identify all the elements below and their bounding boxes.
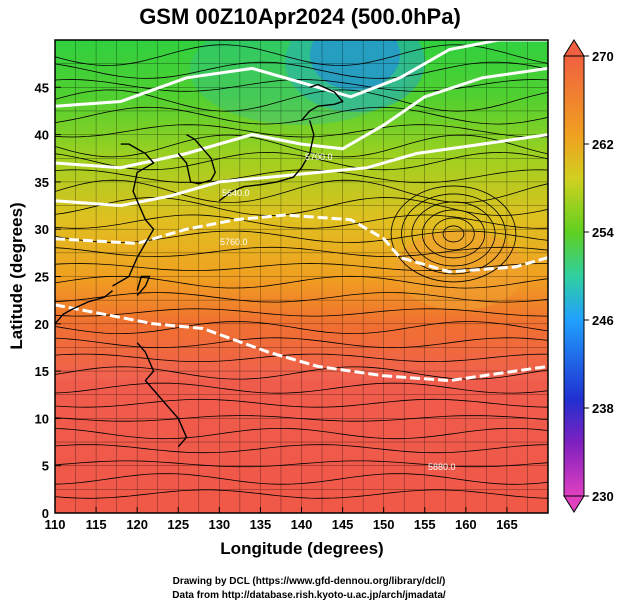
plot-area xyxy=(55,40,548,513)
colorbar-top-arrow xyxy=(563,39,585,57)
streamline-vortex xyxy=(432,217,475,251)
x-tick-label: 155 xyxy=(414,517,436,532)
x-tick-label: 165 xyxy=(496,517,518,532)
coastline-segment xyxy=(55,290,113,325)
y-tick-label: 30 xyxy=(35,222,49,237)
x-tick-label: 125 xyxy=(167,517,189,532)
y-tick-label: 15 xyxy=(35,364,49,379)
colorbar-tick-label: 254 xyxy=(592,225,614,240)
x-tick-label: 130 xyxy=(208,517,230,532)
x-tick-label: 135 xyxy=(250,517,272,532)
coastline-segment xyxy=(136,342,188,448)
streamline-vortex xyxy=(390,185,517,283)
coastline xyxy=(55,83,344,448)
colorbar-tick-label: 262 xyxy=(592,137,614,152)
cold-pool xyxy=(310,40,400,90)
streamline-vortex xyxy=(421,209,486,259)
y-axis-label: Latitude (degrees) xyxy=(7,202,26,349)
chart-title: GSM 00Z10Apr2024 (500.0hPa) xyxy=(139,4,461,29)
colorbar-tick-label: 238 xyxy=(592,401,614,416)
x-tick-label: 145 xyxy=(332,517,354,532)
coastline-segment xyxy=(300,83,344,121)
streamline-vortex xyxy=(401,193,506,275)
coastline-segment xyxy=(218,120,315,202)
x-tick-label: 140 xyxy=(291,517,313,532)
x-tick-label: 150 xyxy=(373,517,395,532)
coastline-segment xyxy=(177,133,216,185)
coastline-segment xyxy=(136,275,151,296)
streamline-vortex xyxy=(411,201,496,267)
y-axis: 0 5 10 15 20 25 30 35 40 45 xyxy=(35,80,61,521)
y-tick-label: 40 xyxy=(35,128,49,143)
x-tick-label: 160 xyxy=(455,517,477,532)
contour-label-3: 5760.0 xyxy=(220,237,248,247)
x-tick-label: 115 xyxy=(86,517,107,532)
contour-label-4: 5880.0 xyxy=(428,462,456,472)
contour-labels: 5700.0 5640.0 5760.0 5880.0 xyxy=(220,152,456,472)
colorbar-tick-label: 230 xyxy=(592,489,614,504)
colorbar: 230 238 246 254 262 270 xyxy=(563,39,614,513)
contour-line xyxy=(55,133,548,208)
colorbar-bottom-arrow xyxy=(563,495,585,513)
contour-lines xyxy=(55,40,548,383)
y-tick-label: 20 xyxy=(35,317,49,332)
grid xyxy=(55,40,548,513)
contour-line xyxy=(55,213,548,274)
x-axis-label: Longitude (degrees) xyxy=(220,539,383,558)
y-tick-label: 0 xyxy=(42,506,49,521)
credit-drawing: Drawing by DCL (https://www.gfd-dennou.o… xyxy=(173,576,446,587)
x-tick-label: 110 xyxy=(45,517,66,532)
streamline-vortex xyxy=(442,225,465,243)
contour-line xyxy=(55,303,548,383)
credit-data: Data from http://database.rish.kyoto-u.a… xyxy=(172,590,446,601)
coastline-segment xyxy=(112,143,155,287)
contour-label-1: 5700.0 xyxy=(305,152,333,162)
y-tick-label: 25 xyxy=(35,270,49,285)
contour-line xyxy=(55,40,548,108)
y-tick-label: 45 xyxy=(35,80,49,95)
x-tick-label: 120 xyxy=(126,517,148,532)
y-tick-label: 35 xyxy=(35,175,49,190)
contour-line xyxy=(55,66,548,170)
colorbar-tick-label: 246 xyxy=(592,313,614,328)
y-tick-label: 10 xyxy=(35,411,49,426)
colorbar-tick-label: 270 xyxy=(592,49,614,64)
x-axis: 110 115 120 125 130 135 140 145 150 155 160 165 xyxy=(45,507,518,532)
y-tick-label: 5 xyxy=(42,459,49,474)
colorbar-body xyxy=(563,55,585,497)
contour-label-2: 5640.0 xyxy=(222,188,250,198)
